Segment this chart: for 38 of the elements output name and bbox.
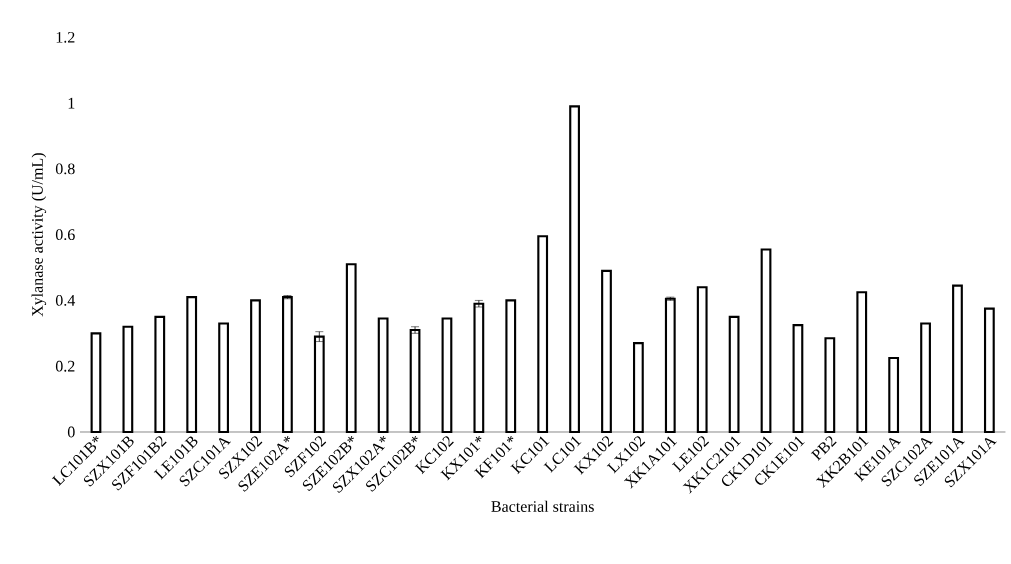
y-tick-label: 1 bbox=[68, 97, 75, 109]
bar bbox=[664, 297, 676, 434]
bar bbox=[186, 296, 198, 434]
bar bbox=[154, 315, 166, 434]
bar bbox=[792, 324, 804, 434]
y-tick-label: 1.2 bbox=[56, 31, 75, 43]
bar bbox=[920, 322, 931, 434]
y-tick-label: 0.8 bbox=[55, 163, 75, 175]
y-tick-label: 0.6 bbox=[55, 229, 75, 241]
y-tick-label: 0.4 bbox=[55, 295, 76, 306]
bar bbox=[728, 315, 740, 434]
x-axis-title: Bacterial strains bbox=[491, 500, 594, 512]
bar bbox=[250, 299, 261, 434]
bar bbox=[696, 286, 708, 434]
bar bbox=[505, 299, 517, 434]
bar bbox=[856, 291, 868, 434]
bar bbox=[760, 248, 772, 434]
bar bbox=[888, 356, 900, 434]
bar bbox=[952, 284, 963, 434]
y-axis-title: Xylanase activity (U/mL) bbox=[31, 153, 47, 317]
bar bbox=[282, 296, 293, 434]
bar bbox=[377, 317, 389, 434]
bar bbox=[983, 307, 995, 434]
bar bbox=[313, 335, 325, 434]
bar bbox=[601, 269, 612, 434]
y-tick-label: 0 bbox=[67, 426, 75, 438]
bar bbox=[632, 342, 644, 434]
bar bbox=[409, 328, 421, 434]
bar bbox=[345, 263, 357, 434]
bar bbox=[218, 322, 229, 434]
bar bbox=[90, 332, 102, 434]
y-tick-label: 0.2 bbox=[55, 360, 75, 372]
bar bbox=[441, 317, 453, 434]
bar bbox=[537, 235, 549, 434]
bar bbox=[473, 302, 485, 434]
bar bbox=[569, 105, 580, 434]
bar bbox=[122, 325, 134, 434]
bar bbox=[824, 337, 836, 434]
